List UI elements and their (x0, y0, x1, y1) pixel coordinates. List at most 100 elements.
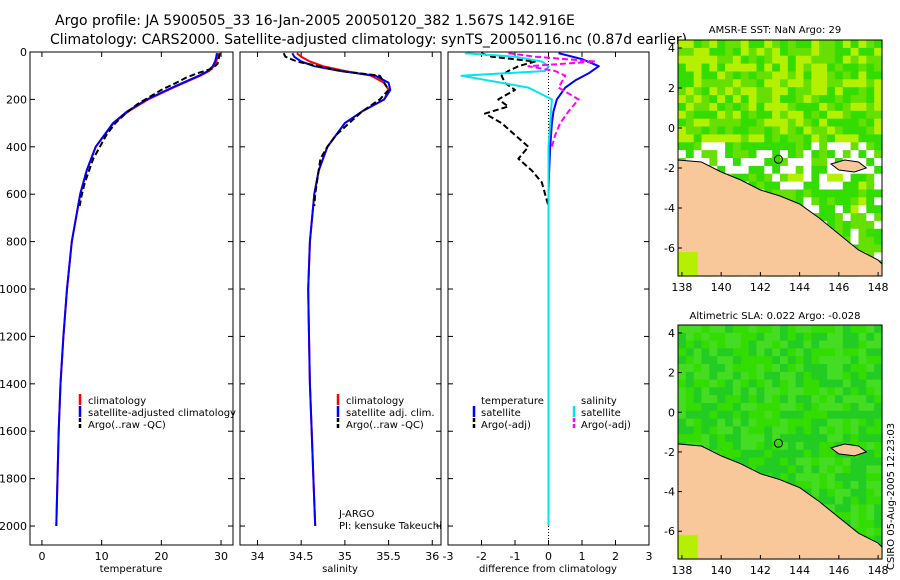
map-cell (842, 356, 852, 365)
map-y-tick-label: -4 (664, 486, 675, 499)
panel-sla-map: Altimetric SLA: 0.022 Argo: -0.028 138 14… (664, 311, 889, 577)
map-cell (819, 348, 828, 357)
map-cell (709, 110, 718, 120)
map-cell (701, 63, 710, 73)
map-cell (764, 63, 773, 73)
map-cell (858, 340, 867, 349)
legend-label-climatology: climatology (346, 396, 404, 407)
map-cell (709, 150, 718, 159)
map-cell (842, 410, 852, 420)
map-cell (874, 325, 883, 334)
map-cell (725, 118, 734, 128)
map-cell (827, 189, 836, 198)
y-tick-label: 1000 (0, 283, 27, 296)
map-cell (803, 110, 812, 120)
map-cell (717, 142, 726, 151)
map-cell (803, 197, 812, 206)
map-cell (874, 332, 883, 342)
map-cell (842, 189, 852, 198)
map-cell (717, 102, 726, 112)
map-cell (725, 110, 734, 120)
map-cell (803, 173, 812, 183)
map-cell (717, 379, 726, 388)
map-cell (787, 442, 797, 451)
map-cell (717, 348, 726, 357)
map-cell (685, 348, 695, 357)
map-cell (787, 387, 797, 396)
map-cell (732, 348, 742, 357)
map-cell (701, 442, 710, 451)
map-cell (858, 481, 867, 490)
map-cell (834, 197, 844, 206)
map-cell (740, 449, 750, 459)
map-cell (740, 55, 750, 65)
map-cell (866, 356, 875, 365)
map-cell (678, 87, 687, 96)
map-cell (787, 79, 797, 88)
map-cell (780, 457, 789, 466)
map-cell (803, 325, 812, 334)
map-cell (709, 325, 718, 334)
map-cell (842, 488, 852, 498)
map-cell (850, 371, 859, 381)
map-cell (803, 379, 812, 388)
map-cell (827, 403, 836, 412)
map-cell (732, 158, 742, 167)
map-cell (842, 340, 852, 349)
map-cell (725, 387, 734, 396)
y-tick-label: 1200 (0, 330, 27, 343)
map-cell (811, 158, 820, 167)
map-cell (709, 434, 718, 443)
map-cell (756, 126, 765, 135)
map-cell (811, 197, 820, 206)
map-cell (748, 449, 757, 459)
map-cell (842, 496, 852, 505)
map-cell (685, 118, 695, 128)
argo-position-marker (773, 154, 783, 164)
map-cell (842, 55, 852, 65)
map-cell (819, 142, 828, 151)
map-x-tick-label: 146 (828, 281, 849, 294)
map-cell (858, 158, 867, 167)
map-cell (874, 410, 883, 420)
map-cell (756, 47, 765, 57)
map-cell (732, 95, 742, 104)
map-cell (858, 236, 867, 246)
map-cell (725, 55, 734, 65)
map-cell (717, 340, 726, 349)
map-cell (866, 220, 875, 230)
map-cell (748, 63, 757, 73)
map-cell (811, 173, 820, 183)
map-cell (685, 134, 695, 143)
map-cell (842, 110, 852, 120)
map-cell (874, 348, 883, 357)
map-cell (740, 434, 750, 443)
map-cell (850, 63, 859, 73)
map-cell (795, 465, 805, 474)
map-cell (732, 55, 742, 65)
map-cell (787, 403, 797, 412)
map-cell (772, 325, 781, 334)
map-x-tick-label: 140 (711, 281, 732, 294)
map-cell (678, 150, 687, 159)
map-cell (780, 449, 789, 459)
map-cell (764, 95, 773, 104)
map-cell (827, 63, 836, 73)
map-cell (748, 110, 757, 120)
map-cell (858, 504, 867, 513)
map-cell (787, 189, 797, 198)
map-cell (772, 434, 781, 443)
map-cell (756, 95, 765, 104)
panel-temperature-ticks: 0 10 20 30 0 200 400 600 800 1000 1200 1400 1600 1800… (0, 46, 233, 563)
map-cell (678, 340, 687, 349)
map-cell (819, 488, 828, 498)
map-cell (693, 426, 703, 435)
map-cell (819, 63, 828, 73)
map-cell (819, 134, 828, 143)
map-cell (693, 71, 703, 80)
map-cell (842, 332, 852, 342)
map-cell (842, 434, 852, 443)
map-cell (850, 118, 859, 128)
map-cell (685, 55, 695, 65)
map-cell (827, 465, 836, 474)
